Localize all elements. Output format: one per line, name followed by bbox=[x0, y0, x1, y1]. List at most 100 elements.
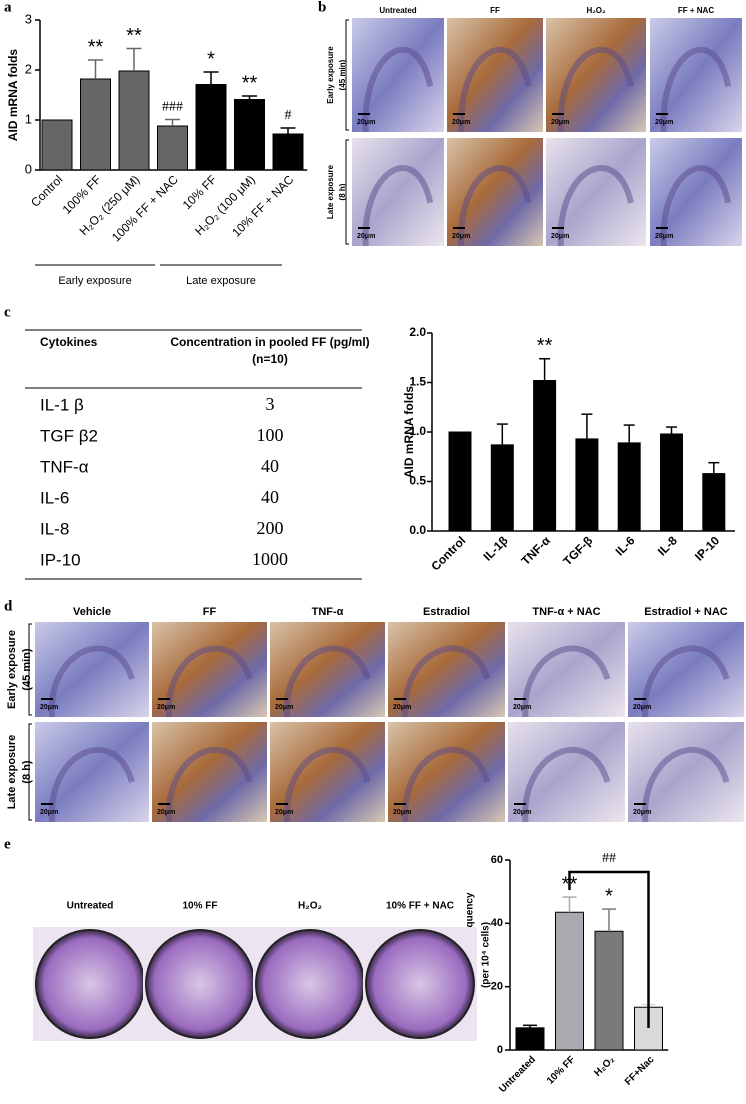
tissue-outline bbox=[166, 645, 253, 718]
row-label: Late exposure bbox=[6, 735, 18, 810]
column-label: TNF-α + NAC bbox=[532, 606, 600, 618]
bracket-label: ## bbox=[602, 851, 616, 866]
y-tick-label: 2.0 bbox=[409, 325, 426, 339]
row-label: Early exposure bbox=[6, 630, 18, 709]
bar bbox=[575, 438, 599, 532]
group-label: Early exposure bbox=[58, 275, 131, 287]
row-bracket bbox=[28, 723, 32, 821]
table-header: (n=10) bbox=[252, 352, 288, 366]
y-tick-label: 3 bbox=[25, 11, 32, 26]
bar bbox=[533, 380, 557, 532]
x-tick-label: IL-8 bbox=[655, 533, 680, 558]
scale-label: 20μm bbox=[157, 809, 175, 816]
y-axis-label: AID mRNA folds bbox=[6, 49, 20, 142]
x-tick-label: FF+Nac bbox=[623, 1054, 657, 1088]
scale-label: 20μm bbox=[393, 809, 411, 816]
scale-label: 20μm bbox=[513, 704, 531, 711]
dish-label: Untreated bbox=[67, 901, 114, 912]
table-cell: TGF β2 bbox=[40, 426, 98, 445]
scale-label: 20μm bbox=[452, 233, 470, 240]
table-cell: 40 bbox=[261, 487, 279, 507]
x-tick-label: H₂O₂ bbox=[592, 1054, 617, 1079]
tissue-outline bbox=[166, 747, 253, 823]
tissue-outline bbox=[362, 46, 434, 133]
scale-label: 20μm bbox=[40, 809, 58, 816]
bar bbox=[157, 125, 188, 171]
row-bracket bbox=[345, 139, 349, 245]
bar bbox=[448, 431, 472, 532]
x-tick-label: Control bbox=[428, 533, 468, 573]
x-tick-label: IL-6 bbox=[613, 533, 638, 558]
y-tick-label: 0.0 bbox=[409, 523, 426, 537]
tissue-outline bbox=[458, 46, 532, 133]
row-label: Early exposure bbox=[326, 46, 335, 104]
y-tick-label: 20 bbox=[491, 981, 503, 993]
table-cell: IP-10 bbox=[40, 550, 81, 569]
tissue-outline bbox=[522, 747, 611, 823]
tissue-outline bbox=[522, 645, 611, 718]
scale-label: 20μm bbox=[633, 809, 651, 816]
bar bbox=[660, 433, 683, 532]
bar bbox=[41, 119, 73, 171]
y-tick-label: 60 bbox=[491, 854, 503, 866]
table-cell: 1000 bbox=[252, 549, 288, 569]
panel-letter: e bbox=[4, 836, 11, 852]
significance-label: ** bbox=[537, 335, 553, 357]
column-label: FF bbox=[203, 606, 217, 618]
y-tick-label: 1.5 bbox=[409, 375, 426, 389]
panel-letter: c bbox=[4, 304, 11, 320]
scale-label: 20μm bbox=[157, 704, 175, 711]
y-tick-label: 0.5 bbox=[409, 474, 426, 488]
tissue-outline bbox=[48, 747, 135, 823]
scale-label: 20μm bbox=[275, 704, 293, 711]
table-header: Cytokines bbox=[40, 335, 98, 349]
scale-label: 20μm bbox=[513, 809, 531, 816]
y-tick-label: 40 bbox=[491, 917, 503, 929]
row-label: (8 h) bbox=[338, 183, 347, 200]
tissue-outline bbox=[402, 645, 491, 718]
y-tick-label: 2 bbox=[25, 61, 32, 76]
table-cell: 40 bbox=[261, 456, 279, 476]
column-label: FF bbox=[490, 6, 500, 15]
dish-label: 10% FF bbox=[182, 901, 217, 912]
panel-letter: d bbox=[4, 598, 13, 614]
dish-label: 10% FF + NAC bbox=[386, 901, 454, 912]
y-axis-label: (per 10⁴ cells) bbox=[481, 922, 492, 988]
row-bracket bbox=[345, 19, 349, 131]
x-tick-label: 100% FF + NAC bbox=[109, 172, 181, 244]
table-cell: 200 bbox=[257, 518, 284, 538]
bar bbox=[555, 911, 584, 1051]
y-axis-label: AID mRNA folds bbox=[402, 386, 416, 479]
petri-dish bbox=[255, 929, 365, 1039]
scale-label: 20μm bbox=[452, 119, 470, 126]
bar bbox=[118, 70, 150, 171]
row-label: (45 min) bbox=[21, 648, 33, 691]
table-cell: IL-1 β bbox=[40, 395, 84, 414]
table-header: Concentration in pooled FF (pg/ml) bbox=[170, 335, 369, 349]
significance-label: * bbox=[605, 885, 613, 907]
dish-label: H₂O₂ bbox=[298, 901, 322, 912]
scale-label: 20μm bbox=[633, 704, 651, 711]
bar bbox=[195, 84, 227, 171]
column-label: Untreated bbox=[379, 6, 416, 15]
column-label: Estradiol + NAC bbox=[644, 606, 727, 618]
x-tick-label: IP-10 bbox=[692, 533, 722, 563]
bar bbox=[272, 133, 304, 171]
scale-label: 20μm bbox=[357, 119, 375, 126]
y-tick-label: 1.0 bbox=[409, 424, 426, 438]
tissue-outline bbox=[660, 165, 732, 247]
y-tick-label: 1 bbox=[25, 111, 32, 126]
tissue-outline bbox=[402, 747, 491, 823]
x-tick-label: TNF-α bbox=[519, 533, 554, 568]
scale-label: 20μm bbox=[551, 119, 569, 126]
bracket bbox=[568, 870, 650, 1028]
x-tick-label: Untreated bbox=[497, 1054, 538, 1095]
panel-letter: b bbox=[318, 0, 326, 15]
y-tick-label: 0 bbox=[25, 161, 32, 176]
scale-label: 20μm bbox=[357, 233, 375, 240]
table-cell: 3 bbox=[266, 394, 275, 414]
table-cell: IL-6 bbox=[40, 488, 69, 507]
table-cell: IL-8 bbox=[40, 519, 69, 538]
bar bbox=[490, 444, 514, 532]
